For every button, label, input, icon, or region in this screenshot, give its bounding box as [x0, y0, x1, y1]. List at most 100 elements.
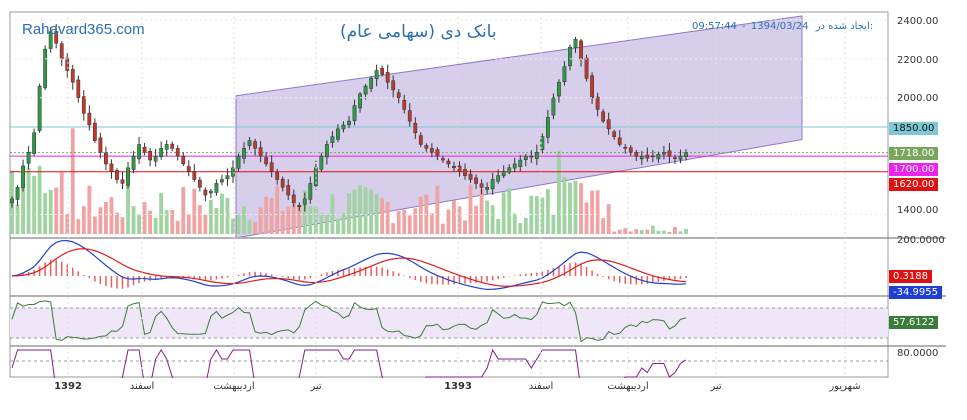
candle-body: [43, 48, 48, 89]
x-tick-label: تیر: [310, 381, 322, 392]
chart-title: بانک دی (سهامی عام): [340, 22, 497, 42]
level-badge-1700: 1700.00: [889, 163, 939, 176]
volume-bar: [441, 223, 445, 234]
volume-bar: [645, 229, 650, 234]
candle-body: [104, 152, 108, 165]
candle-body: [617, 137, 622, 145]
candle-body: [518, 159, 523, 167]
stoch-line: [11, 348, 687, 378]
volume-bar: [590, 190, 594, 234]
candle-body: [214, 183, 219, 193]
candle-body: [507, 167, 512, 173]
candle-body: [186, 166, 191, 172]
volume-bar: [104, 201, 108, 234]
volume-bar: [297, 206, 302, 234]
candle-body: [220, 179, 224, 183]
volume-bar: [247, 220, 252, 234]
candle-body: [325, 144, 329, 158]
macd-line: [11, 240, 687, 291]
volume-bar: [92, 216, 97, 234]
candle-body: [474, 177, 478, 184]
candle-body: [297, 205, 302, 207]
volume-bar: [54, 187, 59, 234]
candle-body: [203, 189, 208, 196]
x-tick-label: اردیبهشت: [607, 381, 649, 392]
volume-bar: [197, 205, 202, 234]
candle-body: [579, 40, 583, 60]
candle-body: [231, 167, 235, 177]
candle-body: [76, 79, 81, 99]
candle-body: [496, 175, 501, 182]
candle-body: [21, 165, 25, 188]
volume-bar: [501, 192, 506, 234]
x-tick-label: اسفند: [129, 381, 155, 392]
candle-body: [529, 155, 534, 158]
volume-bar: [650, 225, 655, 234]
volume-bar: [358, 185, 362, 234]
candle-body: [667, 150, 672, 157]
candle-body: [512, 163, 517, 169]
volume-bar: [474, 205, 478, 234]
volume-bar: [601, 218, 606, 234]
x-tick-label: اسفند: [528, 381, 554, 392]
volume-bar: [120, 217, 125, 234]
candle-body: [65, 57, 70, 71]
candle-body: [347, 120, 351, 126]
candle-body: [32, 132, 36, 154]
candle-body: [142, 146, 147, 153]
volume-bar: [115, 212, 119, 234]
rsi-band: [10, 308, 888, 338]
volume-bar: [109, 197, 114, 234]
volume-bar: [413, 208, 418, 234]
volume-bar: [291, 204, 296, 234]
volume-bar: [457, 206, 462, 234]
candle-body: [115, 170, 119, 180]
candle-body: [429, 148, 434, 153]
candle-body: [650, 155, 655, 158]
volume-bar: [175, 220, 180, 234]
volume-bar: [242, 205, 246, 234]
candle-body: [407, 110, 412, 122]
volume-bar: [253, 222, 257, 234]
candle-body: [26, 152, 31, 164]
volume-bar: [37, 165, 42, 234]
volume-bar: [81, 206, 86, 234]
stoch-y-tick: 80.0000: [897, 348, 939, 359]
candle-body: [208, 190, 213, 194]
level-badge-1850: 1850.00: [889, 122, 939, 135]
volume-bar: [203, 214, 208, 234]
candle-body: [197, 179, 202, 188]
candle-body: [435, 149, 440, 157]
volume-bar: [21, 175, 25, 234]
volume-bar: [159, 193, 164, 234]
volume-bar: [65, 213, 70, 234]
volume-bar: [562, 177, 567, 234]
candle-body: [70, 69, 75, 83]
y-tick-label: 2400.00: [897, 16, 939, 27]
candle-body: [490, 179, 495, 190]
candle-body: [479, 183, 484, 188]
candle-body: [258, 147, 263, 157]
candle-body: [606, 119, 611, 130]
candle-body: [137, 144, 141, 160]
candle-body: [662, 152, 666, 155]
volume-bar: [15, 204, 20, 234]
y-tick-label: 1400.00: [897, 205, 939, 216]
volume-bar: [231, 218, 235, 234]
candle-body: [225, 175, 230, 180]
candle-body: [181, 155, 186, 165]
candle-body: [551, 97, 556, 116]
volume-bar: [142, 202, 147, 234]
volume-bar: [435, 185, 440, 234]
candle-body: [87, 112, 92, 126]
candle-body: [54, 31, 59, 44]
y-tick-label: 2000.00: [897, 93, 939, 104]
candle-body: [501, 171, 506, 177]
volume-bar: [661, 230, 666, 234]
candle-body: [568, 46, 572, 67]
candle-body: [308, 183, 313, 200]
created-date: 1394/03/24: [750, 21, 809, 32]
volume-bar: [319, 213, 324, 234]
volume-bar: [225, 197, 230, 234]
